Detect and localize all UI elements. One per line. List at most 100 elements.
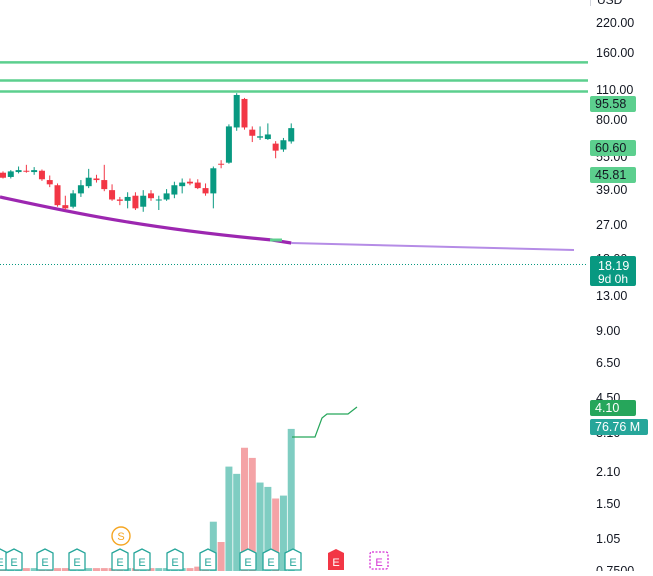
earnings-badge-shape[interactable] bbox=[239, 548, 257, 571]
candle-body bbox=[179, 182, 186, 187]
price-tick-label: 6.50 bbox=[596, 356, 620, 370]
candle-body bbox=[38, 170, 45, 180]
candle-body bbox=[280, 140, 287, 150]
volume-label: 76.76 M bbox=[595, 420, 640, 434]
countdown-label: 9d 0h bbox=[598, 272, 628, 286]
candle-body bbox=[148, 193, 155, 199]
level-1-label-tag bbox=[590, 96, 636, 112]
volume-bar bbox=[240, 447, 248, 571]
level-3-label: 45.81 bbox=[595, 168, 626, 182]
volume-ma-line bbox=[292, 406, 358, 438]
price-tick-label: 160.00 bbox=[596, 46, 634, 60]
candle-body bbox=[132, 195, 139, 209]
price-tick-label: 1.50 bbox=[596, 497, 620, 511]
earnings-badge-shape[interactable] bbox=[133, 548, 151, 571]
earnings-badge-shape[interactable] bbox=[262, 548, 280, 571]
volume-bar bbox=[22, 568, 30, 571]
earnings-badge-future[interactable] bbox=[328, 549, 344, 570]
earnings-badge-future-label: E bbox=[332, 557, 339, 569]
candle-body bbox=[109, 190, 116, 200]
volume-bar bbox=[209, 521, 217, 571]
earnings-badge-label: E bbox=[171, 557, 178, 569]
earnings-badge-shape[interactable] bbox=[5, 548, 23, 571]
currency-divider bbox=[590, 0, 591, 6]
volume-bar bbox=[225, 466, 233, 571]
candle-body bbox=[249, 129, 256, 136]
candle-body bbox=[264, 134, 271, 140]
volume-bar bbox=[61, 568, 69, 571]
candle-body bbox=[218, 163, 225, 165]
volume-label-tag bbox=[590, 419, 648, 435]
candle-body bbox=[194, 182, 201, 189]
earnings-badge-shape[interactable] bbox=[199, 548, 217, 571]
volume-bar bbox=[194, 566, 202, 571]
candle-body bbox=[233, 94, 240, 128]
volume-ma-label: 4.10 bbox=[595, 401, 619, 415]
volume-bar bbox=[256, 482, 264, 571]
candle-body bbox=[54, 185, 61, 206]
candle-body bbox=[140, 195, 147, 207]
split-badge[interactable] bbox=[111, 526, 131, 546]
split-badge-label: S bbox=[117, 531, 124, 543]
volume-bar bbox=[272, 498, 280, 571]
earnings-badge-next[interactable] bbox=[369, 551, 389, 570]
volume-bar bbox=[30, 568, 38, 571]
earnings-badge-label: E bbox=[289, 557, 296, 569]
candle-body bbox=[186, 181, 193, 184]
earnings-badge-shape[interactable] bbox=[166, 548, 184, 571]
earnings-badge-shape[interactable] bbox=[68, 548, 86, 571]
earnings-badge-shape[interactable] bbox=[36, 548, 54, 571]
event-badges[interactable]: EEEEEEEEEEEEES bbox=[0, 526, 389, 571]
volume-bars bbox=[0, 406, 358, 571]
level-2-label-tag bbox=[590, 140, 636, 156]
volume-bar bbox=[217, 542, 225, 571]
candle-body bbox=[288, 128, 295, 142]
volume-bar bbox=[279, 495, 287, 571]
candle-body bbox=[202, 188, 209, 194]
earnings-badge-label: E bbox=[73, 557, 80, 569]
earnings-badge-shape[interactable] bbox=[284, 548, 302, 571]
price-tick-label: 27.00 bbox=[596, 218, 627, 232]
horizontal-levels[interactable] bbox=[0, 61, 588, 265]
candle-body bbox=[163, 193, 170, 200]
volume-bar bbox=[147, 568, 155, 571]
price-tick-label: 39.00 bbox=[596, 183, 627, 197]
candle-body bbox=[0, 172, 6, 178]
price-tick-label: 220.00 bbox=[596, 16, 634, 30]
candle-body bbox=[124, 196, 131, 201]
price-tick-label: 13.00 bbox=[596, 289, 627, 303]
earnings-badge-label: E bbox=[116, 557, 123, 569]
volume-bar bbox=[233, 473, 241, 571]
candle-body bbox=[77, 185, 84, 194]
moving-average-line bbox=[0, 195, 292, 245]
volume-bar bbox=[54, 568, 62, 571]
earnings-badge-shape[interactable] bbox=[111, 548, 129, 571]
moving-average-projection bbox=[291, 242, 575, 251]
earnings-badge-label: E bbox=[0, 557, 4, 569]
volume-bar bbox=[155, 568, 163, 571]
price-tick-label: 110.00 bbox=[596, 83, 633, 97]
volume-bar bbox=[85, 568, 93, 571]
currency-label[interactable]: USD bbox=[597, 0, 623, 7]
last-price-label: 18.19 bbox=[598, 259, 629, 273]
candle-body bbox=[225, 126, 232, 163]
candles bbox=[0, 93, 295, 212]
earnings-badge-label: E bbox=[10, 557, 17, 569]
earnings-badge-label: E bbox=[244, 557, 251, 569]
candle-body bbox=[46, 180, 53, 185]
price-tick-label: 80.00 bbox=[596, 113, 627, 127]
level-3-label-tag bbox=[590, 167, 636, 183]
candle-body bbox=[85, 177, 92, 187]
price-axis[interactable]: USD220.00160.00110.0080.0055.0039.0027.0… bbox=[590, 0, 653, 576]
price-tick-label: 2.10 bbox=[596, 465, 620, 479]
volume-bar bbox=[248, 457, 256, 571]
earnings-badge-next-label: E bbox=[375, 557, 382, 569]
price-tick-label: 9.00 bbox=[596, 324, 620, 338]
earnings-badge-label: E bbox=[41, 557, 48, 569]
volume-bar bbox=[264, 486, 272, 571]
earnings-badge-label: E bbox=[267, 557, 274, 569]
last-price-tag bbox=[590, 256, 636, 286]
